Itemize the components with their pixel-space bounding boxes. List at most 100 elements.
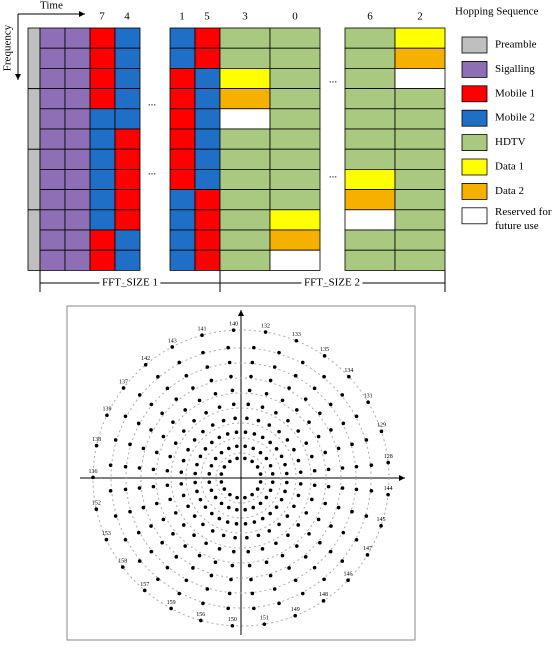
cell: [89, 148, 116, 170]
constellation-point: [267, 529, 272, 533]
cell: [89, 209, 116, 231]
constellation-point: [264, 495, 269, 500]
cell: [269, 148, 321, 170]
point-label: 128: [384, 454, 393, 460]
legend-swatch: [461, 109, 488, 127]
constellation-point: [225, 520, 230, 524]
constellation-point: [174, 397, 179, 401]
point-label: 158: [118, 558, 127, 564]
constellation-point: [279, 497, 284, 502]
point-label: 151: [260, 616, 269, 622]
constellation-point: [304, 511, 309, 515]
constellation-point: [369, 463, 374, 467]
constellation-point: [287, 386, 291, 390]
cell: [64, 249, 91, 271]
constellation-point: [263, 330, 268, 334]
constellation-point: [298, 482, 303, 486]
constellation-point: [326, 484, 331, 489]
ring: [170, 407, 312, 549]
legend-swatch: [461, 207, 488, 225]
constellation-point: [243, 456, 247, 461]
constellation-point: [285, 514, 290, 518]
constellation-point: [328, 549, 333, 554]
constellation-point: [245, 416, 249, 421]
point-label: 143: [168, 338, 177, 344]
constellation-point: [221, 533, 226, 538]
legend-label: Reserved for future use: [495, 205, 552, 231]
constellation-point: [322, 577, 326, 582]
constellation-point: [364, 438, 369, 442]
cell: [114, 209, 141, 231]
cell: [219, 168, 271, 190]
cell: [89, 249, 116, 271]
point-label: 149: [291, 607, 300, 613]
constellation-point: [192, 438, 197, 442]
cell: [219, 88, 271, 110]
constellation-point: [364, 514, 369, 518]
constellation-point: [94, 507, 99, 512]
constellation-point: [293, 613, 298, 618]
constellation-point: [354, 537, 359, 542]
constellation-point: [292, 504, 296, 509]
constellation-point: [245, 535, 249, 540]
constellation-point: [284, 480, 289, 485]
constellation-point: [219, 450, 224, 455]
constellation-point: [141, 505, 146, 510]
constellation-point: [171, 532, 175, 536]
constellation-point: [258, 450, 263, 455]
column-label: 7: [99, 11, 105, 23]
constellation-point: [181, 458, 186, 463]
constellation-point: [222, 487, 227, 491]
cell: [89, 27, 116, 49]
constellation-point: [184, 578, 189, 583]
constellation-point: [247, 388, 252, 393]
point-label: 129: [377, 423, 386, 429]
constellation-point: [304, 441, 309, 445]
cell: [39, 209, 66, 231]
constellation-point: [137, 559, 142, 563]
constellation-point: [193, 471, 198, 476]
constellation-point: [260, 435, 265, 440]
cell: [169, 229, 196, 251]
legend-swatch: [461, 85, 488, 103]
constellation-point: [113, 514, 118, 518]
cell: [194, 27, 221, 49]
cell: [344, 168, 396, 190]
ring: [215, 452, 267, 504]
constellation-point: [293, 578, 298, 583]
constellation-point: [198, 454, 203, 459]
constellation-point: [219, 480, 224, 484]
cell: [344, 249, 396, 271]
point-label: 131: [364, 394, 373, 400]
cell: [194, 47, 221, 69]
constellation-point: [195, 489, 199, 494]
constellation-point: [174, 555, 179, 559]
cell: [169, 168, 196, 190]
cell: [114, 189, 141, 211]
frequency-label: Frequency: [2, 24, 14, 71]
constellation-point: [217, 405, 222, 409]
constellation-point: [316, 517, 321, 522]
constellation-point: [181, 493, 186, 498]
cell: [269, 88, 321, 110]
point-label: 142: [141, 356, 150, 362]
cell: [269, 209, 321, 231]
constellation-point: [168, 497, 172, 502]
constellation-point: [128, 509, 132, 514]
point-label: 141: [198, 327, 207, 333]
constellation-point: [149, 402, 154, 407]
cell: [194, 249, 221, 271]
constellation-point: [340, 559, 345, 563]
cell: [394, 229, 446, 251]
constellation-point: [243, 444, 247, 449]
column-label: 3: [242, 11, 248, 23]
constellation-point: [328, 402, 333, 407]
constellation-point: [341, 421, 346, 426]
constellation-point: [235, 456, 239, 461]
constellation-point: [219, 472, 224, 476]
cell: [39, 47, 66, 69]
constellation-point: [123, 537, 128, 542]
point-label: 146: [344, 572, 353, 578]
constellation-point: [247, 563, 252, 568]
constellation-point: [354, 487, 359, 492]
